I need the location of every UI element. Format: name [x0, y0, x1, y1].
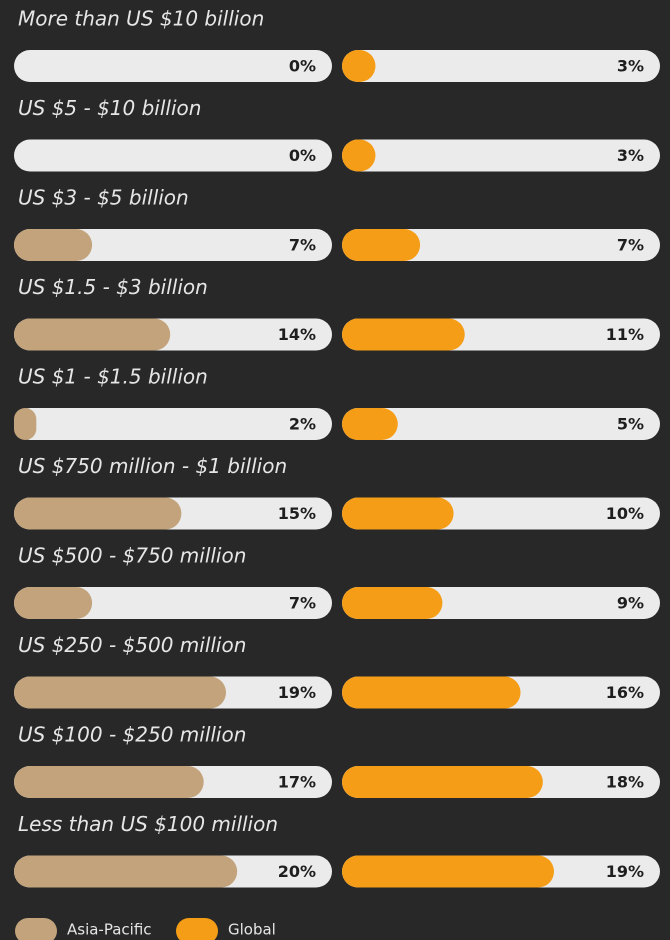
- bar-track: [14, 408, 332, 440]
- bar-track: [14, 587, 332, 619]
- category-label: US $3 - $5 billion: [18, 186, 189, 210]
- bar-track: [14, 139, 332, 172]
- bar: [14, 676, 226, 709]
- category-label: US $1 - $1.5 billion: [18, 365, 208, 389]
- bar-track: [14, 229, 332, 261]
- bar: [14, 587, 93, 619]
- value-label: 0%: [289, 146, 316, 165]
- value-label: 3%: [617, 57, 644, 76]
- value-label: 14%: [278, 325, 316, 344]
- value-label: 17%: [278, 773, 316, 792]
- category-label: US $250 - $500 million: [18, 633, 246, 657]
- value-label: 7%: [289, 236, 316, 255]
- category-label: US $100 - $250 million: [18, 723, 246, 747]
- bar: [342, 587, 443, 619]
- value-label: 3%: [617, 146, 644, 165]
- bar: [342, 497, 454, 530]
- bar: [342, 855, 554, 888]
- bar: [342, 229, 421, 261]
- legend-label: Global: [228, 921, 276, 939]
- bar-track: [14, 50, 332, 82]
- value-label: 18%: [606, 773, 644, 792]
- bar: [14, 229, 93, 261]
- legend-swatch: [15, 918, 57, 940]
- legend-label: Asia-Pacific: [67, 921, 152, 939]
- bar-track: [342, 408, 660, 440]
- category-label: US $750 million - $1 billion: [18, 454, 287, 478]
- bar: [342, 766, 543, 798]
- bar: [342, 676, 521, 709]
- category-label: US $1.5 - $3 billion: [18, 275, 208, 299]
- value-label: 10%: [606, 504, 644, 523]
- category-label: US $500 - $750 million: [18, 544, 246, 568]
- value-label: 15%: [278, 504, 316, 523]
- value-label: 2%: [289, 415, 316, 434]
- legend-swatch: [176, 918, 218, 940]
- value-label: 16%: [606, 683, 644, 702]
- value-label: 0%: [289, 57, 316, 76]
- value-label: 9%: [617, 594, 644, 613]
- bar-track: [342, 229, 660, 261]
- value-label: 20%: [278, 862, 316, 881]
- bar: [342, 50, 376, 82]
- bar-track: [342, 50, 660, 82]
- value-label: 19%: [278, 683, 316, 702]
- bar: [14, 766, 204, 798]
- value-label: 5%: [617, 415, 644, 434]
- bar: [342, 318, 465, 351]
- value-label: 11%: [606, 325, 644, 344]
- bar: [14, 408, 37, 440]
- bar: [342, 408, 398, 440]
- bar-track: [342, 139, 660, 172]
- bar: [14, 497, 182, 530]
- value-label: 19%: [606, 862, 644, 881]
- bar: [342, 139, 376, 172]
- category-label: More than US $10 billion: [18, 7, 264, 31]
- bar: [14, 855, 238, 888]
- bar: [14, 318, 171, 351]
- value-label: 7%: [289, 594, 316, 613]
- category-label: Less than US $100 million: [18, 812, 278, 836]
- category-label: US $5 - $10 billion: [18, 96, 201, 120]
- value-label: 7%: [617, 236, 644, 255]
